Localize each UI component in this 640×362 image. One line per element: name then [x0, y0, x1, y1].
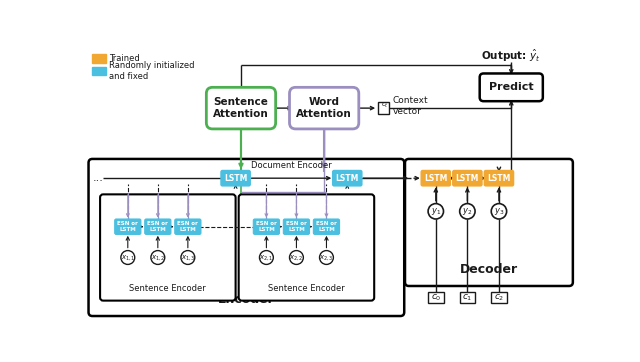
Text: Output: $\hat{y}_t$: Output: $\hat{y}_t$ [481, 48, 541, 64]
Text: $y_3$: $y_3$ [493, 206, 504, 217]
Bar [460, 292, 475, 303]
Text: Sentence Encoder: Sentence Encoder [129, 284, 206, 293]
FancyBboxPatch shape [484, 171, 513, 186]
Text: Encoder: Encoder [218, 293, 275, 306]
FancyBboxPatch shape [314, 219, 340, 235]
Text: LSTM: LSTM [487, 174, 511, 183]
Bar [378, 102, 389, 114]
Text: $x_{1,1}$: $x_{1,1}$ [120, 253, 135, 262]
FancyBboxPatch shape [405, 159, 573, 286]
Circle shape [492, 203, 507, 219]
Text: LSTM: LSTM [424, 174, 447, 183]
Circle shape [151, 251, 164, 264]
FancyBboxPatch shape [289, 87, 359, 129]
FancyBboxPatch shape [100, 194, 236, 300]
FancyBboxPatch shape [480, 73, 543, 101]
Text: $c_2$: $c_2$ [494, 292, 504, 303]
Text: ESN or
LSTM: ESN or LSTM [286, 221, 307, 232]
Text: $x_{2,3}$: $x_{2,3}$ [319, 253, 334, 262]
FancyBboxPatch shape [115, 219, 141, 235]
Bar [92, 54, 106, 63]
Text: ESN or
LSTM: ESN or LSTM [256, 221, 276, 232]
Text: Sentence Encoder: Sentence Encoder [268, 284, 345, 293]
FancyBboxPatch shape [145, 219, 171, 235]
Text: LSTM: LSTM [224, 174, 247, 183]
Text: $y_2$: $y_2$ [462, 206, 472, 217]
Text: Word
Attention: Word Attention [296, 97, 352, 119]
Text: Decoder: Decoder [460, 263, 518, 276]
Text: $y_1$: $y_1$ [431, 206, 441, 217]
Circle shape [428, 203, 444, 219]
FancyBboxPatch shape [452, 171, 482, 186]
Text: $x_{1,2}$: $x_{1,2}$ [150, 253, 165, 262]
FancyBboxPatch shape [333, 171, 362, 186]
Text: $c_0$: $c_0$ [431, 292, 441, 303]
Text: $x_{2,1}$: $x_{2,1}$ [259, 253, 274, 262]
Text: Predict: Predict [489, 82, 534, 92]
FancyBboxPatch shape [239, 194, 374, 300]
Text: $x_{2,2}$: $x_{2,2}$ [289, 253, 304, 262]
FancyBboxPatch shape [206, 87, 276, 129]
Bar [428, 292, 444, 303]
Circle shape [121, 251, 135, 264]
FancyBboxPatch shape [253, 219, 280, 235]
Text: Trained: Trained [109, 54, 140, 63]
Text: LSTM: LSTM [335, 174, 359, 183]
FancyBboxPatch shape [88, 159, 404, 316]
Text: $c_t$: $c_t$ [381, 100, 389, 110]
Text: ...: ... [93, 173, 104, 183]
Text: LSTM: LSTM [456, 174, 479, 183]
Text: ESN or
LSTM: ESN or LSTM [117, 221, 138, 232]
Circle shape [319, 251, 333, 264]
Text: Document Encoder: Document Encoder [251, 161, 332, 171]
FancyBboxPatch shape [421, 171, 451, 186]
Text: Randomly initialized
and fixed: Randomly initialized and fixed [109, 61, 195, 81]
Text: ESN or
LSTM: ESN or LSTM [316, 221, 337, 232]
Circle shape [289, 251, 303, 264]
Text: ESN or
LSTM: ESN or LSTM [147, 221, 168, 232]
Text: ESN or
LSTM: ESN or LSTM [177, 221, 198, 232]
Circle shape [259, 251, 273, 264]
Bar [492, 292, 507, 303]
Text: Context
vector: Context vector [393, 96, 428, 115]
Text: $c_1$: $c_1$ [462, 292, 472, 303]
FancyBboxPatch shape [284, 219, 310, 235]
Text: $x_{1,3}$: $x_{1,3}$ [180, 253, 195, 262]
FancyBboxPatch shape [175, 219, 201, 235]
Text: Sentence
Attention: Sentence Attention [213, 97, 269, 119]
Circle shape [181, 251, 195, 264]
Circle shape [460, 203, 475, 219]
FancyBboxPatch shape [221, 171, 250, 186]
Bar [92, 67, 106, 75]
